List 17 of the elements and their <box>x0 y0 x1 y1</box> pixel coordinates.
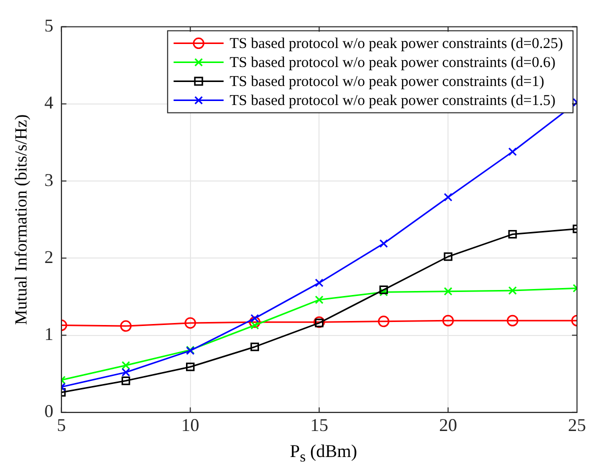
legend-label: TS based protocol w/o peak power constraints (d=0.25) <box>230 36 564 52</box>
y-tick-label: 3 <box>44 170 54 190</box>
x-axis-title: P$_{s}$ (dBm) <box>288 440 358 468</box>
y-tick-label: 4 <box>44 92 54 113</box>
x-tick-label: 10 <box>181 414 200 435</box>
y-tick-label: 1 <box>44 324 54 344</box>
x-tick-label: 15 <box>310 414 328 435</box>
x-tick-label: 25 <box>568 414 586 435</box>
legend-label: TS based protocol w/o peak power constraints (d=1) <box>230 74 544 90</box>
y-tick-label: 2 <box>44 246 54 267</box>
x-tick-label: 5 <box>56 414 66 435</box>
y-tick-label: 0 <box>44 401 54 422</box>
y-axis-title: Mutual Information (bits/s/Hz) <box>12 114 31 325</box>
y-tick-label: 5 <box>44 16 54 36</box>
legend-label: TS based protocol w/o peak power constraints (d=1.5) <box>230 93 556 110</box>
legend-label: TS based protocol w/o peak power constraints (d=0.6) <box>230 55 556 72</box>
x-tick-label: 20 <box>439 414 458 435</box>
